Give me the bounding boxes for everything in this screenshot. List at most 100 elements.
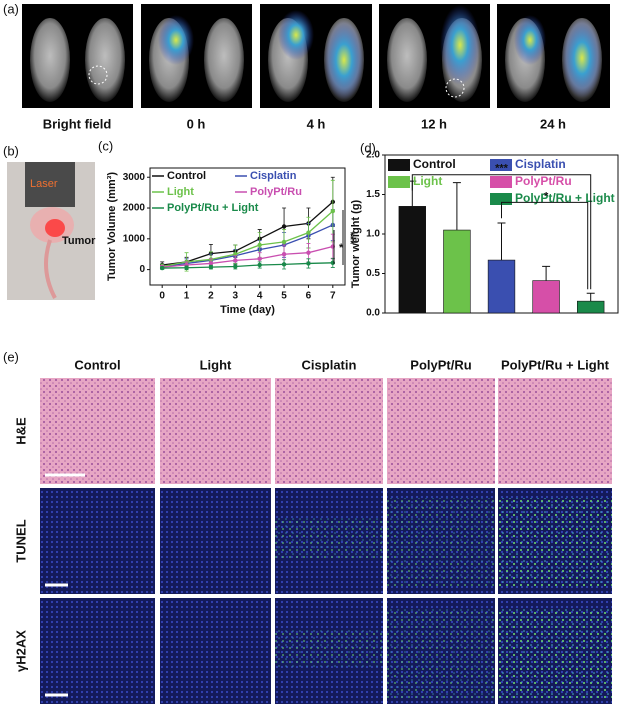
bar [398, 206, 426, 314]
x-axis-label: Time (day) [220, 304, 275, 316]
fluorescence [158, 5, 602, 100]
histology-grid: Control Light Cisplatin PolyPt/Ru PolyPt/Ru … [13, 357, 612, 704]
marker [257, 262, 262, 268]
error-bar [497, 222, 506, 261]
micrograph [160, 598, 271, 704]
marker [257, 242, 262, 248]
marker [233, 258, 238, 263]
legend-label: Cisplatin [515, 157, 566, 171]
annotation: *** [344, 232, 356, 246]
panel-label: (b) [3, 143, 19, 158]
series-line [162, 224, 334, 268]
signal [498, 608, 612, 698]
legend-label: Control [413, 157, 456, 171]
marker [281, 252, 287, 257]
micrograph [160, 378, 271, 484]
photo-label: Tumor [62, 235, 96, 247]
panel-label: (d) [360, 140, 376, 155]
marker [159, 265, 165, 271]
micrograph [498, 378, 612, 484]
x-tick-label: 1 [184, 291, 190, 302]
error-bar [452, 182, 461, 231]
legend-label: Light [413, 174, 442, 188]
bracket [411, 174, 592, 290]
legend-label: Light [167, 186, 194, 198]
x-tick-label: 7 [330, 291, 336, 302]
bracket [501, 201, 589, 290]
panel-label: (a) [3, 1, 19, 16]
tumor-marker [88, 65, 108, 85]
series-line [162, 201, 334, 266]
marker [257, 256, 262, 262]
micrograph [40, 488, 155, 594]
x-tick-label: 2 [208, 291, 214, 302]
bar [577, 300, 605, 314]
marker [306, 250, 311, 255]
row-label: γH2AX [13, 630, 28, 672]
micrograph [387, 378, 495, 484]
marker [233, 252, 238, 257]
panel-label: (c) [98, 138, 113, 153]
legend-label: PolyPt/Ru [515, 174, 572, 188]
x-tick-label: 6 [306, 291, 312, 302]
x-tick-label: 0 [159, 291, 165, 302]
legend-swatch [388, 176, 410, 188]
annotation: * [339, 242, 344, 254]
marker [281, 262, 287, 267]
imaging-row [22, 4, 610, 108]
micrograph [160, 488, 271, 594]
photo: Laser Tumor [7, 162, 96, 300]
marker [306, 230, 311, 235]
panel-label: (e) [3, 349, 19, 364]
y-tick-label: 3000 [123, 172, 146, 183]
caption: 4 h [307, 116, 326, 131]
legend-swatch [490, 176, 512, 188]
micrograph [275, 378, 383, 484]
y-axis-label: Tumor Volume (mm³) [106, 172, 118, 281]
plot-frame [149, 167, 346, 286]
y-tick-label: 0 [139, 264, 145, 275]
row-label: TUNEL [13, 519, 28, 562]
x-tick-label: 5 [281, 291, 287, 302]
bar-chart: 0.0 0.5 1.0 1.5 2.0 Tumor weight (g) Control Li… [350, 150, 619, 319]
signal [275, 518, 383, 558]
micrograph [40, 598, 155, 704]
marker [208, 261, 214, 266]
marker [184, 265, 189, 270]
row-label: H&E [13, 417, 28, 445]
column-header: PolyPt/Ru [410, 357, 471, 372]
y-tick-label: 2000 [123, 203, 146, 214]
column-header: Control [74, 357, 120, 372]
series-line [162, 262, 333, 269]
photo-label: Laser [30, 178, 58, 190]
series-line [162, 245, 333, 268]
marker [208, 264, 214, 270]
annotation: * [544, 190, 549, 202]
marker [281, 224, 287, 229]
legend-label: PolyPt/Ru + Light [515, 191, 615, 205]
column-header: Light [200, 357, 232, 372]
marker [281, 239, 287, 245]
x-tick-label: 3 [233, 291, 239, 302]
column-header: PolyPt/Ru + Light [501, 357, 610, 372]
micrograph [40, 378, 155, 484]
caption: 12 h [421, 116, 447, 131]
y-axis-label: Tumor weight (g) [350, 199, 362, 288]
y-tick-label: 2.0 [366, 150, 380, 161]
y-tick-label: 1.5 [366, 189, 380, 200]
y-tick-label: 0.5 [366, 268, 380, 279]
caption: 24 h [540, 116, 566, 131]
signal [498, 498, 612, 588]
legend-label: PolyPt/Ru + Light [167, 202, 259, 214]
caption: Bright field [43, 116, 112, 131]
bar [532, 280, 560, 314]
y-tick-label: 1000 [123, 233, 146, 244]
caption: 0 h [187, 116, 206, 131]
legend-label: Control [167, 170, 206, 182]
error-bar [542, 265, 551, 281]
marker [233, 264, 238, 269]
y-tick-label: 0.0 [366, 308, 380, 319]
y-tick-label: 1.0 [366, 229, 380, 240]
line-chart: 0 1 2 3 4 5 6 7 0 1000 2000 3000 Time (day) Tumor Vol… [106, 167, 356, 316]
